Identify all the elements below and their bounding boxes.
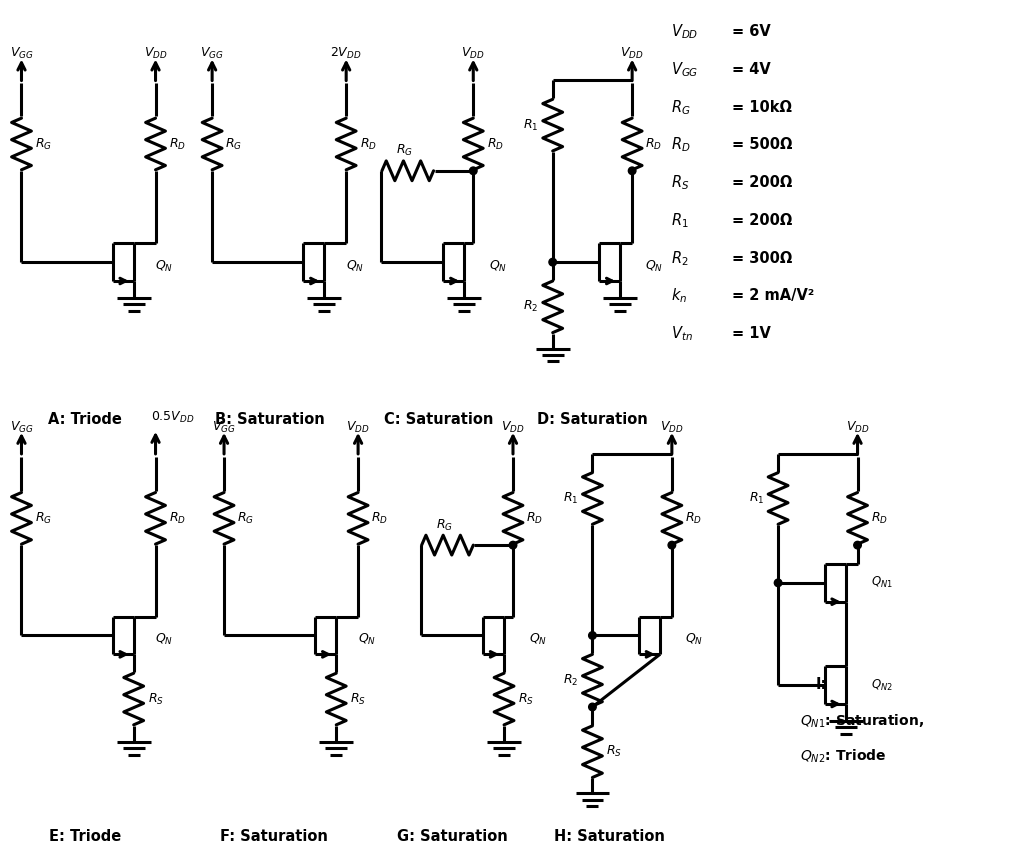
Text: G: Saturation: G: Saturation [397,829,508,843]
Text: $0.5V_{DD}$: $0.5V_{DD}$ [151,409,195,425]
Text: $R_G$: $R_G$ [396,143,414,159]
Text: $V_{DD}$: $V_{DD}$ [143,46,167,61]
Text: $Q_N$: $Q_N$ [528,632,547,647]
Text: $2V_{DD}$: $2V_{DD}$ [331,46,361,61]
Text: $k_n$: $k_n$ [671,287,687,306]
Text: $R_G$: $R_G$ [35,511,52,526]
Text: $Q_{N1}$: $Q_{N1}$ [871,576,893,591]
Text: $Q_N$: $Q_N$ [489,258,507,273]
Text: $R_G$: $R_G$ [35,137,52,152]
Text: $Q_N$: $Q_N$ [685,632,702,647]
Text: D: Saturation: D: Saturation [537,412,648,426]
Text: E: Triode: E: Triode [49,829,121,843]
Text: $R_2$: $R_2$ [563,673,579,688]
Text: $R_1$: $R_1$ [671,211,688,230]
Text: $R_D$: $R_D$ [372,511,388,526]
Text: $R_S$: $R_S$ [606,744,623,760]
Text: $R_D$: $R_D$ [169,137,186,152]
Circle shape [589,703,596,711]
Text: $R_1$: $R_1$ [523,117,539,133]
Text: C: Saturation: C: Saturation [384,412,494,426]
Circle shape [854,541,861,549]
Text: $R_D$: $R_D$ [486,137,504,152]
Text: $R_D$: $R_D$ [169,511,186,526]
Circle shape [629,167,636,175]
Circle shape [668,541,676,549]
Text: = 200Ω: = 200Ω [732,176,793,190]
Text: $R_D$: $R_D$ [645,137,663,152]
Text: $R_D$: $R_D$ [526,511,544,526]
Text: $R_S$: $R_S$ [350,691,366,706]
Text: $V_{DD}$: $V_{DD}$ [621,46,644,61]
Text: $R_2$: $R_2$ [523,300,539,314]
Text: = 2 mA/V²: = 2 mA/V² [732,289,815,303]
Text: $R_1$: $R_1$ [563,491,579,506]
Text: $V_{tn}$: $V_{tn}$ [671,324,692,343]
Text: $R_D$: $R_D$ [870,511,888,526]
Text: $R_S$: $R_S$ [671,173,689,192]
Text: $R_G$: $R_G$ [238,511,254,526]
Text: = 4V: = 4V [732,62,771,77]
Text: $V_{DD}$: $V_{DD}$ [501,419,524,435]
Text: $R_G$: $R_G$ [436,517,453,533]
Text: $V_{GG}$: $V_{GG}$ [201,46,224,61]
Text: $Q_N$: $Q_N$ [358,632,376,647]
Circle shape [774,579,782,587]
Text: $V_{DD}$: $V_{DD}$ [462,46,485,61]
Text: $R_D$: $R_D$ [671,136,690,154]
Circle shape [469,167,477,175]
Text: $R_D$: $R_D$ [359,137,377,152]
Text: = 500Ω: = 500Ω [732,138,793,153]
Text: $Q_{N2}$: Triode: $Q_{N2}$: Triode [800,748,887,766]
Text: $V_{DD}$: $V_{DD}$ [660,419,684,435]
Text: $V_{GG}$: $V_{GG}$ [9,46,34,61]
Text: = 6V: = 6V [732,24,771,40]
Text: $Q_N$: $Q_N$ [645,258,664,273]
Text: $Q_N$: $Q_N$ [156,632,173,647]
Text: $R_D$: $R_D$ [685,511,702,526]
Text: $V_{DD}$: $V_{DD}$ [671,23,698,41]
Text: $R_G$: $R_G$ [225,137,243,152]
Text: $R_2$: $R_2$ [671,249,688,268]
Circle shape [549,258,556,266]
Text: = 300Ω: = 300Ω [732,251,793,266]
Circle shape [509,541,517,549]
Text: I:: I: [816,677,827,691]
Text: H: Saturation: H: Saturation [554,829,665,843]
Text: $V_{GG}$: $V_{GG}$ [671,60,698,78]
Text: $Q_N$: $Q_N$ [156,258,173,273]
Circle shape [589,631,596,639]
Text: F: Saturation: F: Saturation [220,829,328,843]
Text: $R_G$: $R_G$ [671,98,690,116]
Text: $Q_{N1}$: Saturation,: $Q_{N1}$: Saturation, [800,712,924,729]
Text: A: Triode: A: Triode [48,412,122,426]
Text: $R_S$: $R_S$ [147,691,164,706]
Text: B: Saturation: B: Saturation [215,412,325,426]
Text: = 1V: = 1V [732,326,771,341]
Text: $Q_N$: $Q_N$ [346,258,365,273]
Text: = 200Ω: = 200Ω [732,213,793,228]
Text: $R_1$: $R_1$ [749,491,764,506]
Text: $R_S$: $R_S$ [518,691,534,706]
Text: $V_{DD}$: $V_{DD}$ [846,419,869,435]
Text: = 10kΩ: = 10kΩ [732,100,793,115]
Text: $V_{GG}$: $V_{GG}$ [212,419,236,435]
Text: $V_{GG}$: $V_{GG}$ [9,419,34,435]
Text: $V_{DD}$: $V_{DD}$ [346,419,370,435]
Text: $Q_{N2}$: $Q_{N2}$ [871,678,893,693]
